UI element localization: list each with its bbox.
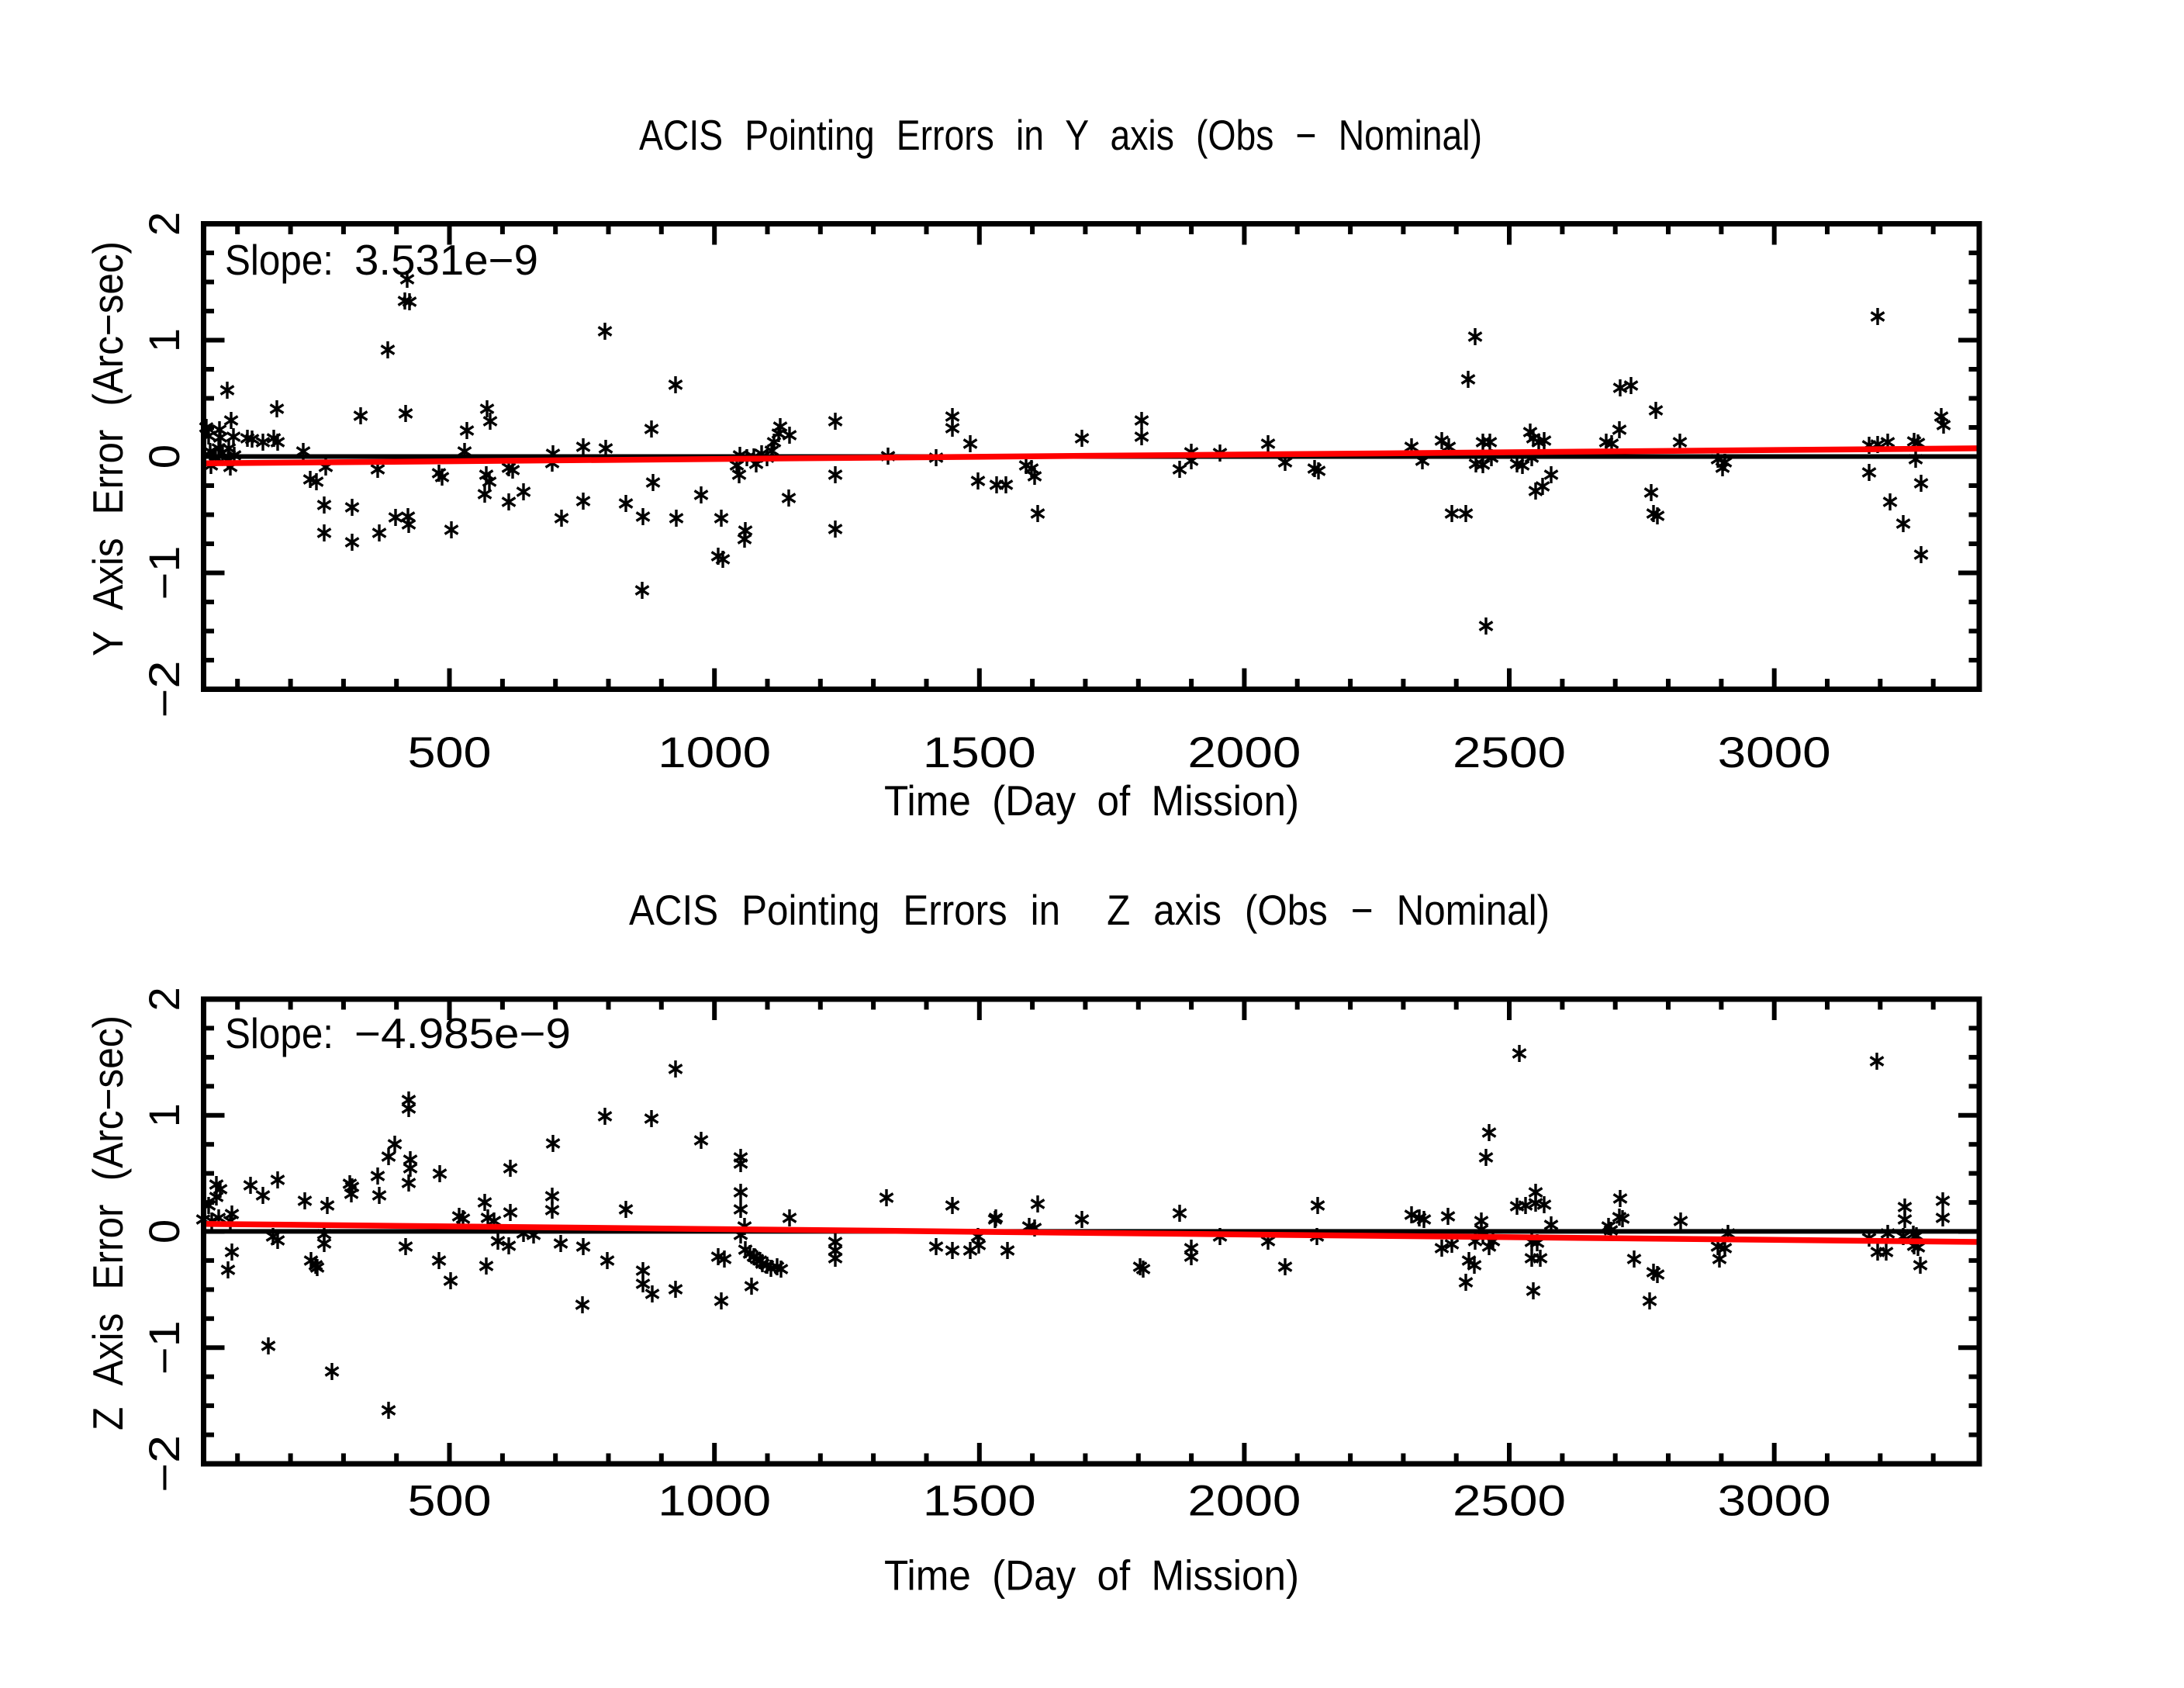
svg-text:3000: 3000 <box>1718 728 1831 777</box>
svg-text:2000: 2000 <box>1187 728 1301 777</box>
svg-text:2000: 2000 <box>1187 1476 1301 1525</box>
svg-text:Time (Day of Mission): Time (Day of Mission) <box>884 1552 1299 1600</box>
svg-text:1000: 1000 <box>658 728 771 777</box>
svg-text:−4.985e−9: −4.985e−9 <box>354 1010 571 1057</box>
svg-text:3000: 3000 <box>1718 1476 1831 1525</box>
svg-text:0: 0 <box>140 1219 188 1244</box>
svg-text:Z Axis Error (Arc−sec): Z Axis Error (Arc−sec) <box>85 1015 132 1430</box>
svg-text:−1: −1 <box>140 546 188 600</box>
svg-text:2500: 2500 <box>1453 1476 1566 1525</box>
svg-text:500: 500 <box>408 728 492 777</box>
svg-text:Slope:: Slope: <box>225 1010 333 1057</box>
svg-text:−2: −2 <box>140 1435 188 1493</box>
svg-text:500: 500 <box>408 1476 492 1525</box>
svg-text:3.531e−9: 3.531e−9 <box>354 237 538 284</box>
svg-text:1: 1 <box>140 328 188 352</box>
svg-text:1500: 1500 <box>923 728 1036 777</box>
svg-text:2: 2 <box>140 987 188 1011</box>
svg-text:2: 2 <box>140 212 188 236</box>
svg-text:−2: −2 <box>140 661 188 718</box>
svg-text:1000: 1000 <box>658 1476 771 1525</box>
svg-text:1500: 1500 <box>923 1476 1036 1525</box>
svg-text:ACIS Pointing Errors in Z axi: ACIS Pointing Errors in Z axis (Obs − No… <box>629 887 1550 934</box>
svg-text:Y Axis Error (Arc−sec): Y Axis Error (Arc−sec) <box>85 241 132 656</box>
svg-text:2500: 2500 <box>1453 728 1566 777</box>
svg-text:Time (Day of Mission): Time (Day of Mission) <box>884 777 1299 825</box>
svg-text:ACIS Pointing Errors in Y axis: ACIS Pointing Errors in Y axis (Obs − No… <box>639 112 1482 159</box>
svg-text:−1: −1 <box>140 1320 188 1375</box>
svg-text:0: 0 <box>140 444 188 469</box>
svg-text:Slope:: Slope: <box>225 237 333 284</box>
svg-text:1: 1 <box>140 1103 188 1127</box>
